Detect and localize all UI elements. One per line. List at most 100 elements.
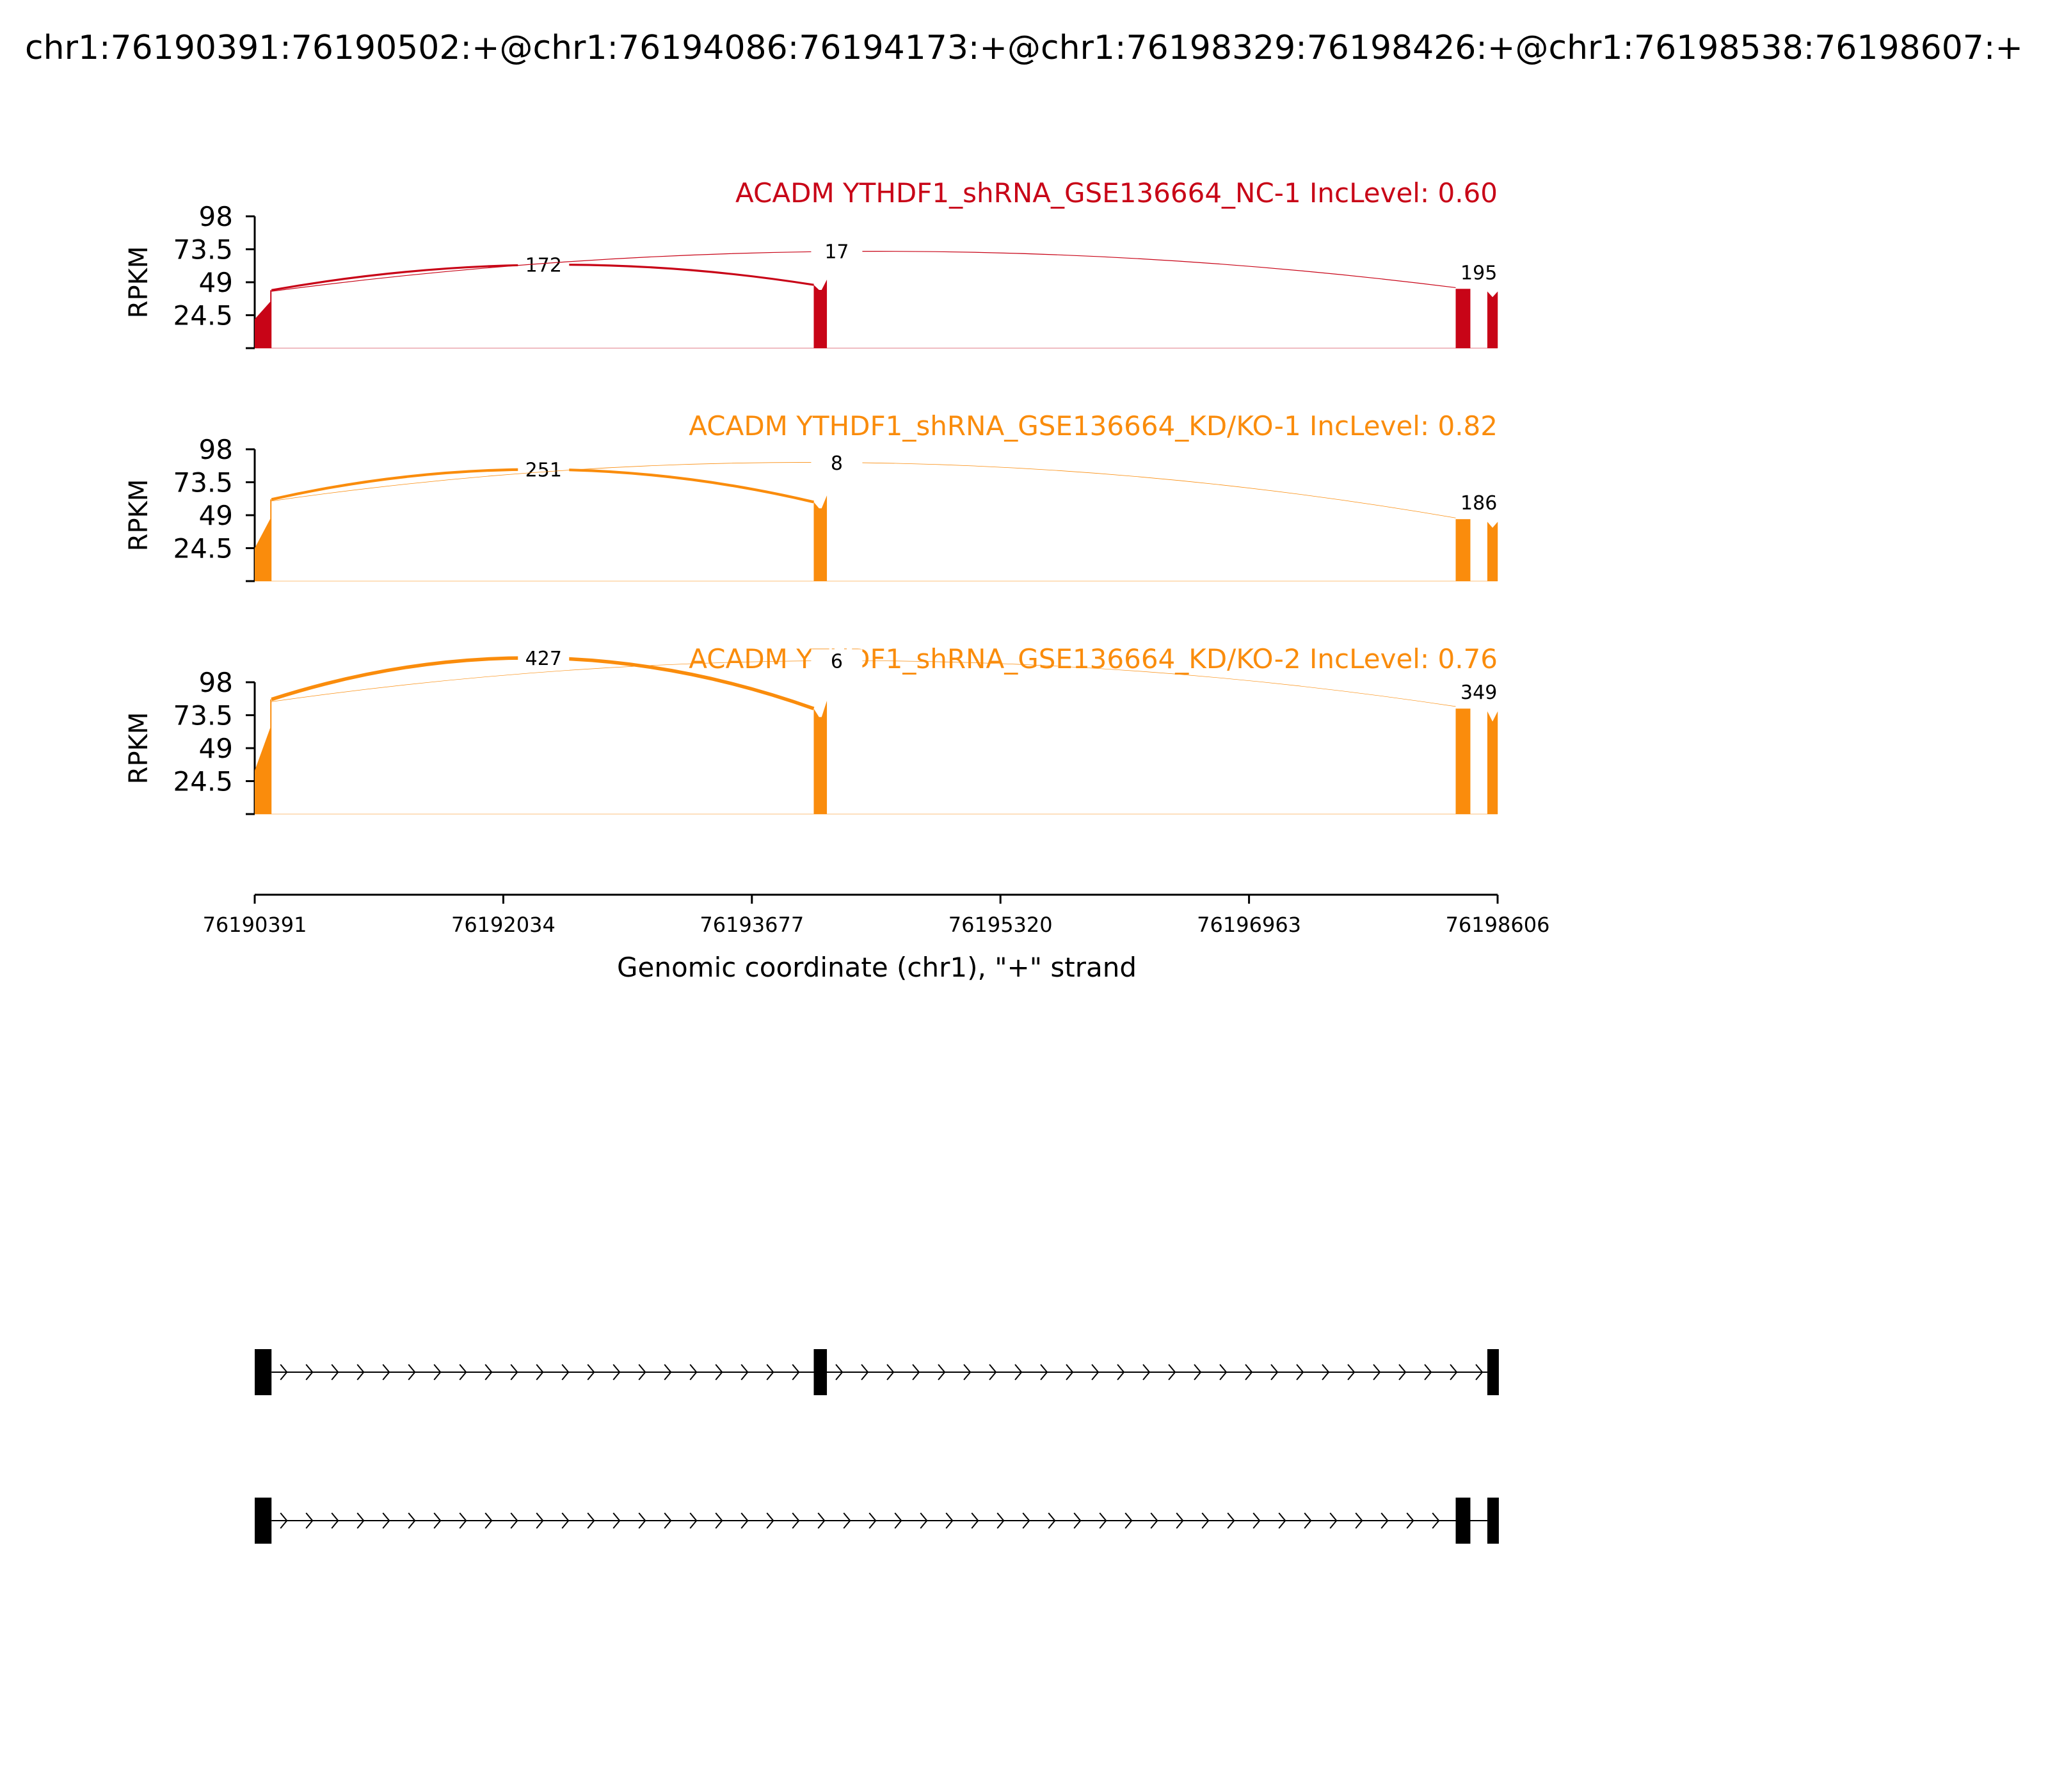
y-tick-label: 24.5 [173,533,233,564]
strand-arrow [1048,1512,1056,1529]
strand-arrow [963,1364,972,1380]
strand-arrow [382,1512,390,1529]
strand-arrow [408,1364,416,1380]
coverage-exon-4 [1487,522,1498,581]
strand-arrow [945,1512,954,1529]
strand-arrow [689,1364,698,1380]
strand-arrow [280,1364,288,1380]
strand-arrow [1124,1512,1133,1529]
strand-arrow [1424,1364,1432,1380]
strand-arrow [664,1364,672,1380]
strand-arrow [689,1512,698,1529]
strand-arrow [612,1512,621,1529]
coverage-exon-3 [1455,708,1471,814]
figure-title: chr1:76190391:76190502:+@chr1:76194086:7… [25,29,2023,67]
strand-arrow [331,1512,339,1529]
strand-arrow [638,1364,646,1380]
junction-label: 172 [525,255,562,277]
strand-arrow [356,1364,365,1380]
x-axis: 76190391 76192034 76193677 76195320 76196963… [203,893,1549,937]
junction-label: 17 [824,241,849,264]
strand-arrow [715,1364,723,1380]
strand-arrow [1201,1512,1210,1529]
strand-arrow [587,1364,595,1380]
strand-arrow [843,1512,851,1529]
coverage-exon-4 [1487,291,1498,348]
strand-arrow [536,1512,544,1529]
junction-label-bg [1453,260,1505,283]
strand-arrow [408,1512,416,1529]
y-tick-label: 98 [199,434,233,465]
strand-arrow [1099,1512,1107,1529]
coverage-exon-2 [813,495,828,581]
track-title: ACADM YTHDF1_shRNA_GSE136664_KD/KO-1 Inc… [689,410,1498,442]
strand-arrow [1432,1512,1440,1529]
strand-arrow [561,1364,570,1380]
junction-label: 195 [1460,262,1497,284]
coverage-exon-1 [255,499,272,581]
strand-arrow [1227,1512,1235,1529]
x-tick-label: 76193677 [700,913,804,937]
y-tick-label: 98 [199,201,233,232]
coverage-exon-1 [255,290,272,348]
strand-arrow [1322,1364,1330,1380]
strand-arrow [920,1512,928,1529]
strand-arrow [835,1364,844,1380]
strand-arrow [740,1512,749,1529]
strand-arrow [861,1364,869,1380]
junction-label: 6 [831,650,843,673]
strand-arrow [587,1512,595,1529]
strand-arrow [740,1364,749,1380]
strand-arrow [1091,1364,1100,1380]
strand-arrow [938,1364,946,1380]
strand-arrow [1398,1364,1407,1380]
coverage-exon-4 [1487,711,1498,814]
strand-arrow [638,1512,646,1529]
strand-arrow [510,1364,518,1380]
y-tick-label: 98 [199,667,233,698]
strand-arrow [1073,1512,1082,1529]
strand-arrow [1022,1512,1030,1529]
coverage-exon-2 [813,700,828,814]
strand-arrow [1347,1364,1356,1380]
exon-block [813,1349,828,1395]
junction-label-bg [1453,680,1505,703]
strand-arrow [510,1512,518,1529]
isoform-1 [255,1349,1499,1395]
junction-label: 427 [525,648,562,670]
strand-arrow [1176,1512,1184,1529]
x-tick-label: 76190391 [203,913,307,937]
strand-arrow [971,1512,979,1529]
exon-block [1455,1498,1471,1544]
y-tick-label: 73.5 [173,700,233,732]
junction-label-bg [811,451,863,474]
strand-arrow [1219,1364,1228,1380]
track-title: ACADM YTHDF1_shRNA_GSE136664_KD/KO-2 Inc… [689,643,1498,675]
junction-label: 251 [525,460,562,482]
strand-arrow [1168,1364,1176,1380]
coverage-exon-3 [1455,519,1471,581]
strand-arrow [1475,1364,1484,1380]
strand-arrow [989,1364,997,1380]
junction-arc [1469,705,1489,713]
strand-arrow [459,1364,467,1380]
y-tick-label: 49 [199,500,233,531]
junction-label-bg [1453,491,1505,513]
strand-arrow [484,1512,493,1529]
strand-arrow [433,1364,442,1380]
strand-arrow [1450,1364,1458,1380]
strand-arrow [996,1512,1005,1529]
strand-arrow [382,1364,390,1380]
strand-arrow [1406,1512,1414,1529]
strand-arrow [280,1512,288,1529]
y-axis-label: RPKM [124,712,154,785]
strand-arrow [1304,1512,1312,1529]
junction-label: 349 [1460,682,1497,704]
y-tick-label: 49 [199,267,233,298]
exon-block [255,1349,272,1395]
strand-arrow [1355,1512,1363,1529]
x-tick-label: 76195320 [948,913,1053,937]
